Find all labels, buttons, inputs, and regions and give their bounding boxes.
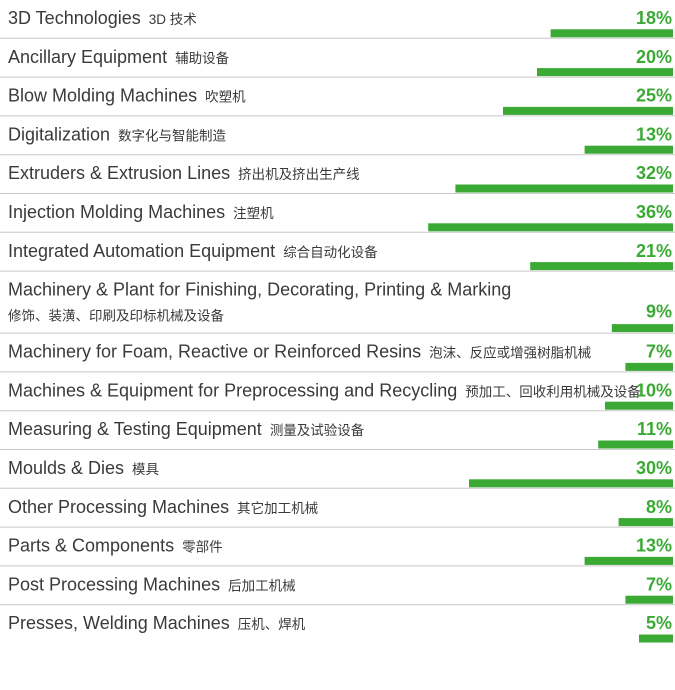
category-label: Parts & Components 零部件: [8, 536, 223, 556]
bar: [584, 556, 673, 565]
bar: [550, 29, 673, 38]
category-label: Integrated Automation Equipment 综合自动化设备: [8, 241, 378, 261]
category-en: Digitalization: [8, 124, 110, 144]
category-label: 3D Technologies 3D 技术: [8, 8, 197, 28]
bar: [625, 362, 673, 371]
value-label: 25%: [636, 86, 672, 106]
category-zh: 零部件: [182, 540, 223, 555]
category-zh: 压机、焊机: [238, 617, 306, 632]
category-zh: 吹塑机: [205, 90, 246, 105]
category-en: Moulds & Dies: [8, 458, 124, 478]
category-label: Injection Molding Machines 注塑机: [8, 202, 274, 222]
category-zh: 模具: [132, 462, 159, 477]
category-label: Machines & Equipment for Preprocessing a…: [8, 380, 641, 400]
category-label: Machinery for Foam, Reactive or Reinforc…: [8, 342, 591, 362]
category-label: Extruders & Extrusion Lines 挤出机及挤出生产线: [8, 163, 360, 183]
category-label: Ancillary Equipment 辅助设备: [8, 47, 230, 67]
category-en: Blow Molding Machines: [8, 86, 197, 106]
value-label: 32%: [636, 163, 672, 183]
category-en: Measuring & Testing Equipment: [8, 419, 262, 439]
value-label: 13%: [636, 536, 672, 556]
value-label: 9%: [646, 302, 672, 322]
category-zh: 后加工机械: [228, 578, 296, 593]
value-label: 10%: [636, 380, 672, 400]
bar: [537, 68, 673, 77]
value-label: 7%: [646, 342, 672, 362]
value-label: 18%: [636, 8, 672, 28]
value-label: 30%: [636, 458, 672, 478]
category-zh: 综合自动化设备: [283, 244, 378, 260]
value-label: 20%: [636, 47, 672, 67]
category-label: Other Processing Machines 其它加工机械: [8, 497, 318, 517]
bar: [639, 634, 673, 643]
category-zh: 注塑机: [233, 206, 274, 221]
category-en: Machinery for Foam, Reactive or Reinforc…: [8, 342, 421, 362]
category-zh: 辅助设备: [175, 50, 229, 66]
value-label: 36%: [636, 202, 672, 222]
category-en: 3D Technologies: [8, 8, 141, 28]
bar: [455, 184, 673, 193]
value-label: 7%: [646, 574, 672, 594]
category-label-zh: 修饰、装潢、印刷及印标机械及设备: [8, 308, 224, 324]
category-zh: 预加工、回收利用机械及设备: [465, 383, 641, 399]
category-zh: 泡沫、反应或增强树脂机械: [429, 345, 591, 361]
category-label: Measuring & Testing Equipment 测量及试验设备: [8, 419, 365, 439]
bar: [625, 595, 673, 604]
category-en: Parts & Components: [8, 536, 174, 556]
value-label: 8%: [646, 497, 672, 517]
category-label: Post Processing Machines 后加工机械: [8, 574, 296, 594]
category-en: Injection Molding Machines: [8, 202, 225, 222]
bar: [618, 518, 673, 527]
category-en: Post Processing Machines: [8, 574, 220, 594]
category-label: Blow Molding Machines 吹塑机: [8, 86, 246, 106]
category-en: Extruders & Extrusion Lines: [8, 163, 230, 183]
category-label: Moulds & Dies 模具: [8, 458, 159, 478]
bar: [503, 106, 673, 115]
category-label: Digitalization 数字化与智能制造: [8, 124, 227, 144]
category-en: Presses, Welding Machines: [8, 613, 230, 633]
category-en: Other Processing Machines: [8, 497, 229, 517]
bar: [530, 262, 673, 271]
category-zh: 测量及试验设备: [270, 422, 365, 438]
bar: [611, 324, 673, 333]
category-en: Ancillary Equipment: [8, 47, 167, 67]
bar: [469, 479, 673, 488]
category-label: Machinery & Plant for Finishing, Decorat…: [8, 280, 511, 300]
category-zh: 挤出机及挤出生产线: [238, 167, 360, 182]
value-label: 13%: [636, 124, 672, 144]
bar: [428, 223, 673, 232]
category-zh: 数字化与智能制造: [118, 128, 226, 143]
bar: [584, 145, 673, 154]
category-en: Integrated Automation Equipment: [8, 241, 275, 261]
category-zh: 其它加工机械: [237, 500, 318, 516]
value-label: 21%: [636, 241, 672, 261]
value-label: 11%: [637, 419, 672, 439]
category-zh: 3D 技术: [149, 12, 197, 27]
bar: [598, 440, 673, 449]
category-en: Machines & Equipment for Preprocessing a…: [8, 380, 457, 400]
category-en: Machinery & Plant for Finishing, Decorat…: [8, 280, 511, 300]
value-label: 5%: [646, 613, 672, 633]
category-label: Presses, Welding Machines 压机、焊机: [8, 613, 306, 633]
bar: [605, 401, 673, 410]
